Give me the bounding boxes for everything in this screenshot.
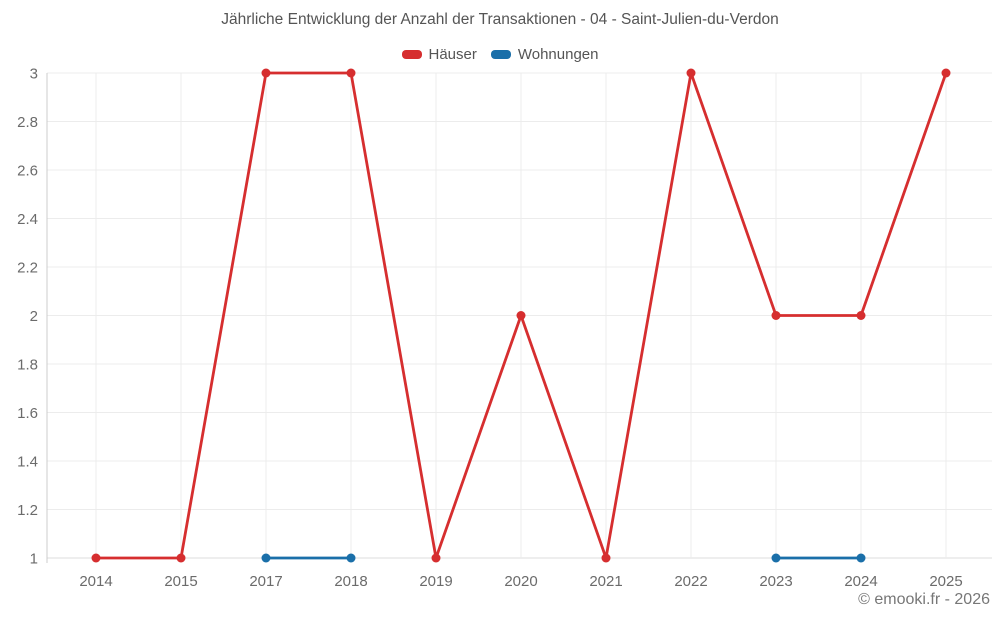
data-point-0[interactable] — [91, 553, 101, 563]
legend-item-haeuser[interactable]: Häuser — [401, 46, 477, 63]
x-tick-label: 2025 — [929, 573, 962, 590]
x-tick-label: 2017 — [249, 573, 282, 590]
x-tick-label: 2021 — [589, 573, 622, 590]
x-tick-label: 2018 — [334, 573, 367, 590]
data-point-0[interactable] — [431, 553, 441, 563]
y-tick-label: 2.8 — [17, 114, 38, 131]
chart-title: Jährliche Entwicklung der Anzahl der Tra… — [221, 11, 779, 28]
y-tick-label: 1.2 — [17, 502, 38, 519]
x-tick-label: 2014 — [79, 573, 112, 590]
data-point-0[interactable] — [346, 68, 356, 78]
data-point-0[interactable] — [601, 553, 611, 563]
y-tick-label: 3 — [30, 66, 38, 83]
data-point-0[interactable] — [771, 311, 781, 320]
data-point-0[interactable] — [176, 553, 186, 563]
legend-label-haeuser: Häuser — [428, 46, 477, 63]
y-tick-label: 1.4 — [17, 454, 38, 471]
y-tick-label: 1 — [30, 551, 38, 568]
haeuser-legend-marker-icon — [401, 50, 422, 59]
y-tick-label: 2 — [30, 308, 38, 325]
x-tick-label: 2022 — [674, 573, 707, 590]
data-point-0[interactable] — [516, 311, 526, 320]
data-point-1[interactable] — [346, 553, 356, 563]
y-tick-label: 2.6 — [17, 163, 38, 180]
x-tick-label: 2015 — [164, 573, 197, 590]
data-point-0[interactable] — [856, 311, 866, 320]
y-tick-label: 2.2 — [17, 260, 38, 277]
y-tick-label: 1.6 — [17, 405, 38, 422]
x-tick-label: 2024 — [844, 573, 877, 590]
x-tick-label: 2020 — [504, 573, 537, 590]
data-point-1[interactable] — [261, 553, 271, 563]
x-tick-label: 2019 — [419, 573, 452, 590]
wohnungen-legend-marker-icon — [490, 50, 511, 59]
x-tick-label: 2023 — [759, 573, 792, 590]
data-point-0[interactable] — [941, 68, 951, 78]
y-tick-label: 1.8 — [17, 357, 38, 374]
data-point-0[interactable] — [261, 68, 271, 78]
data-point-1[interactable] — [856, 553, 866, 563]
legend: Häuser Wohnungen — [0, 46, 1000, 63]
data-point-0[interactable] — [686, 68, 696, 78]
legend-label-wohnungen: Wohnungen — [517, 46, 599, 63]
watermark: © emooki.fr - 2026 — [858, 591, 990, 608]
y-tick-label: 2.4 — [17, 211, 38, 228]
data-point-1[interactable] — [771, 553, 781, 563]
legend-item-wohnungen[interactable]: Wohnungen — [490, 46, 599, 63]
